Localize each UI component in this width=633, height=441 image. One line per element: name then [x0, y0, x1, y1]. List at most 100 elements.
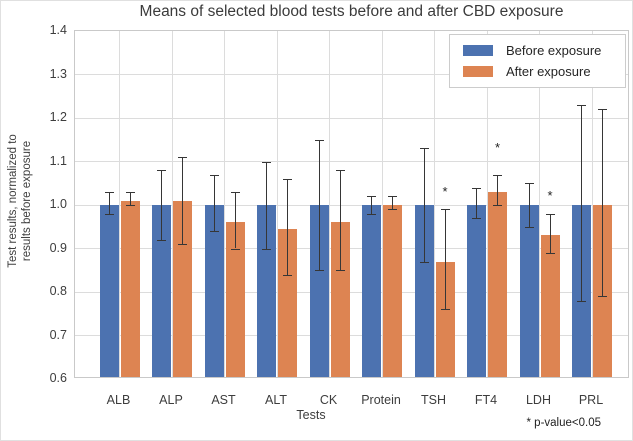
error-bar — [129, 191, 131, 205]
error-bar-cap-bottom — [388, 209, 397, 211]
error-bar-cap-top — [125, 191, 135, 193]
y-tick-label: 1.4 — [49, 23, 67, 37]
significance-asterisk: * — [442, 183, 448, 199]
error-bar — [161, 170, 162, 240]
bar-after-Protein — [383, 205, 402, 377]
bar-before-FT4 — [467, 205, 486, 377]
gridline-vertical — [434, 31, 435, 377]
error-bar — [108, 191, 110, 214]
gridline-horizontal — [75, 161, 628, 162]
bar-after-ALB — [120, 200, 140, 377]
gridline-vertical — [224, 31, 225, 377]
legend: Before exposure After exposure — [449, 34, 626, 88]
error-bar-cap-bottom — [283, 274, 292, 276]
error-bar-cap-top — [388, 196, 397, 198]
gridline-horizontal — [75, 117, 628, 119]
gridline-vertical — [591, 31, 593, 377]
error-bar-cap-top — [178, 157, 187, 159]
error-bar — [339, 170, 341, 271]
bar-before-Protein — [362, 205, 381, 377]
gridline-vertical — [381, 31, 383, 377]
x-tick-label: LDH — [525, 393, 551, 407]
error-bar-cap-top — [230, 191, 240, 193]
error-bar — [602, 109, 603, 297]
error-bar — [234, 191, 236, 249]
legend-item-before: Before exposure — [463, 40, 625, 61]
error-bar-cap-top — [157, 170, 166, 172]
x-tick-label: PRL — [578, 393, 604, 407]
error-bar-cap-top — [314, 139, 324, 141]
error-bar-cap-bottom — [367, 213, 376, 215]
error-bar — [497, 174, 498, 205]
y-tick-label: 0.9 — [49, 240, 67, 255]
error-bar — [549, 213, 551, 253]
legend-label-after: After exposure — [506, 64, 591, 79]
error-bar-cap-top — [440, 209, 450, 211]
gridline-vertical — [276, 31, 278, 377]
error-bar — [476, 187, 477, 219]
y-tick-label: 0.6 — [49, 371, 67, 385]
gridline-horizontal — [75, 335, 628, 336]
legend-item-after: After exposure — [463, 61, 625, 82]
error-bar-cap-top — [419, 148, 429, 150]
error-bar-cap-bottom — [545, 252, 555, 254]
x-tick-label: ALT — [265, 393, 287, 407]
bar-before-ALB — [99, 205, 119, 377]
x-tick-label: Protein — [361, 393, 401, 407]
error-bar — [371, 196, 372, 214]
error-bar-cap-top — [472, 187, 481, 189]
bar-after-ALP — [173, 200, 192, 377]
bar-before-TSH — [414, 205, 434, 377]
error-bar-cap-top — [262, 161, 271, 163]
y-tick-label: 1.1 — [49, 153, 67, 168]
plot-area: * * * — [74, 30, 629, 378]
error-bar — [213, 174, 215, 232]
bar-before-CK — [309, 205, 329, 377]
legend-label-before: Before exposure — [506, 43, 602, 58]
error-bar-cap-top — [598, 109, 607, 111]
error-bar-cap-bottom — [598, 296, 607, 298]
bar-after-ALT — [278, 228, 297, 377]
after-exposure-swatch — [463, 66, 493, 77]
error-bar — [423, 148, 425, 262]
error-bar-cap-top — [493, 174, 502, 176]
error-bar-cap-top — [335, 170, 345, 172]
error-bar-cap-top — [367, 196, 376, 198]
error-bar-cap-top — [577, 104, 586, 106]
error-bar-cap-bottom — [419, 261, 429, 263]
y-tick-label: 1.3 — [49, 66, 67, 81]
error-bar-cap-bottom — [125, 205, 135, 206]
y-tick-label: 0.7 — [49, 327, 67, 342]
gridline-vertical — [119, 31, 120, 377]
bar-before-AST — [204, 205, 224, 377]
error-bar-cap-bottom — [314, 270, 324, 272]
error-bar-cap-bottom — [440, 309, 450, 311]
gridline-horizontal — [75, 291, 628, 293]
error-bar-cap-bottom — [335, 270, 345, 272]
y-tick-label: 1.2 — [49, 110, 67, 124]
bar-before-LDH — [519, 205, 539, 377]
error-bar-cap-bottom — [209, 231, 219, 233]
x-axis-label: Tests — [296, 408, 326, 422]
bar-after-LDH — [540, 235, 560, 377]
x-tick-label: ALB — [106, 393, 131, 407]
significance-asterisk: * — [494, 140, 501, 156]
error-bar — [581, 104, 582, 301]
gridline-horizontal — [75, 74, 628, 75]
error-bar-cap-bottom — [104, 213, 114, 215]
bar-after-FT4 — [488, 191, 507, 377]
bar-after-CK — [330, 222, 350, 377]
error-bar-cap-top — [283, 178, 292, 180]
gridline-vertical — [329, 31, 330, 377]
pvalue-note: * p-value<0.05 — [526, 417, 602, 429]
error-bar — [266, 161, 267, 249]
error-bar-cap-bottom — [262, 248, 271, 250]
x-tick-label: CK — [319, 393, 338, 407]
error-bar — [182, 157, 183, 245]
error-bar-cap-bottom — [230, 248, 240, 250]
error-bar — [528, 183, 530, 227]
y-tick-label: 0.8 — [49, 284, 67, 298]
gridline-vertical — [486, 31, 488, 377]
bar-after-AST — [225, 222, 245, 377]
